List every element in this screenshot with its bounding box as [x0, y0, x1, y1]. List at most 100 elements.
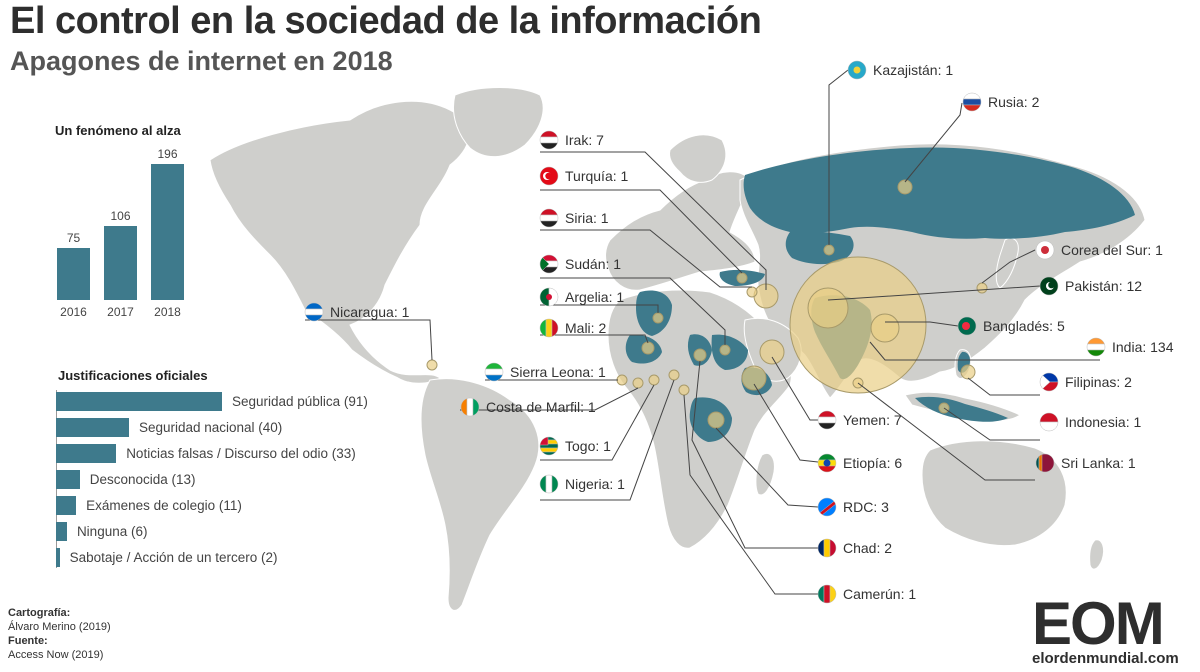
- leader-philippines: [967, 377, 1040, 396]
- justification-bar: [56, 418, 129, 437]
- label-pakistan: Pakistán: 12: [1065, 278, 1142, 294]
- trend-value-2016: 75: [66, 230, 81, 245]
- nicaragua-flag: [304, 302, 324, 322]
- bubble-sierra-leone: [616, 374, 628, 386]
- turkey-crescent-inner: [545, 172, 552, 180]
- label-ivory-coast: Costa de Marfil: 1: [486, 399, 596, 415]
- europe-landmass: [605, 171, 756, 291]
- leader-nigeria: [540, 379, 675, 501]
- justification-row: Desconocida (13): [56, 470, 196, 489]
- trend-bar-2018: [151, 164, 184, 300]
- leader-syria: [540, 229, 752, 288]
- bubble-south-korea: [976, 282, 988, 294]
- label-mali: Mali: 2: [565, 320, 606, 336]
- label-iraq: Irak: 7: [565, 132, 604, 148]
- bubble-india: [789, 256, 927, 394]
- label-chad: Chad: 2: [843, 540, 892, 556]
- leader-chad: [691, 360, 818, 549]
- bubble-russia: [897, 179, 913, 195]
- cartography-label: Cartografía:: [8, 607, 71, 619]
- label-kazakhstan: Kazajistán: 1: [873, 62, 953, 78]
- label-ethiopia: Etiopía: 6: [843, 455, 902, 471]
- russia-flag: [962, 92, 982, 112]
- label-philippines: Filipinas: 2: [1065, 374, 1132, 390]
- bubble-algeria: [652, 312, 664, 324]
- nigeria-flag: [539, 474, 559, 494]
- trend-bar-chart: 75 2016 106 2017 196 2018: [40, 140, 200, 330]
- eom-logo: EOM elordenmundial.com: [1032, 594, 1192, 668]
- label-nicaragua: Nicaragua: 1: [330, 304, 410, 320]
- leader-sudan: [540, 277, 726, 345]
- leader-cameroon: [683, 394, 818, 595]
- label-cameroon: Camerún: 1: [843, 586, 916, 602]
- leader-india: [869, 341, 1100, 361]
- leader-yemen: [771, 356, 818, 421]
- justifications-title: Justificaciones oficiales: [58, 368, 208, 383]
- justification-row: Noticias falsas / Discurso del odio (33): [56, 444, 356, 463]
- syria-flag: [539, 208, 559, 228]
- label-russia: Rusia: 2: [988, 94, 1040, 110]
- justification-label: Seguridad nacional (40): [138, 420, 283, 435]
- leader-sri-lanka: [857, 382, 1035, 481]
- leader-pakistan: [827, 285, 1041, 301]
- source-value: Access Now (2019): [8, 649, 104, 661]
- bubble-syria: [746, 286, 758, 298]
- page-subtitle: Apagones de internet en 2018: [10, 46, 393, 76]
- justification-row: Sabotaje / Acción de un tercero (2): [56, 548, 278, 567]
- justification-bar: [56, 548, 60, 567]
- label-sudan: Sudán: 1: [565, 256, 621, 272]
- algeria-shape: [636, 290, 672, 336]
- leader-kazakhstan: [828, 69, 849, 245]
- leader-iraq: [540, 151, 767, 290]
- page-title: El control en la sociedad de la informac…: [10, 0, 762, 42]
- trend-value-2018: 196: [157, 147, 178, 161]
- label-togo: Togo: 1: [565, 438, 611, 454]
- indonesia-flag: [1039, 412, 1059, 432]
- shutdown-bubbles: [426, 179, 988, 429]
- south-korea-taeguk: [1041, 246, 1049, 254]
- sierra-leone-flag: [484, 362, 504, 382]
- justification-row: Exámenes de colegio (11): [56, 496, 242, 515]
- country-labels: Kazajistán: 1 Rusia: 2 Irak: 7 Turquía: …: [330, 62, 1174, 602]
- bubble-turkey: [736, 272, 748, 284]
- bubble-bangladesh: [870, 313, 900, 343]
- bubble-ethiopia: [741, 365, 767, 391]
- japan-landmass: [995, 237, 1019, 289]
- indonesia-shape: [915, 396, 1008, 422]
- new-zealand-landmass: [1089, 539, 1105, 570]
- bubble-chad: [693, 348, 707, 362]
- bubble-yemen: [759, 339, 785, 365]
- bubble-nicaragua: [426, 359, 438, 371]
- madagascar-landmass: [755, 453, 775, 496]
- label-yemen: Yemen: 7: [843, 412, 902, 428]
- ivory-coast-flag: [460, 397, 480, 417]
- justification-label: Seguridad pública (91): [232, 394, 368, 409]
- label-indonesia: Indonesia: 1: [1065, 414, 1141, 430]
- india-flag: [1086, 337, 1106, 357]
- drc-flag: [817, 497, 837, 517]
- ethiopia-flag: [817, 453, 837, 473]
- kazakhstan-sun: [853, 66, 861, 74]
- trend-year-2018: 2018: [154, 305, 181, 319]
- trend-bar-2017: [104, 226, 137, 300]
- justification-label: Exámenes de colegio (11): [86, 498, 242, 513]
- source-label: Fuente:: [8, 635, 48, 647]
- trend-title: Un fenómeno al alza: [55, 123, 181, 138]
- label-drc: RDC: 3: [843, 499, 889, 515]
- sudan-flag: [539, 254, 559, 274]
- leader-indonesia: [943, 407, 1040, 441]
- justification-row: Seguridad nacional (40): [56, 418, 282, 437]
- australia-landmass: [921, 440, 1067, 547]
- bubble-drc: [707, 411, 725, 429]
- bubble-ivory-coast: [632, 377, 644, 389]
- leader-russia: [904, 102, 963, 183]
- russia-shape: [743, 147, 1135, 239]
- philippines-flag: [1039, 372, 1059, 392]
- leader-bangladesh: [885, 321, 959, 327]
- iraq-flag: [539, 130, 559, 150]
- trend-value-2017: 106: [110, 209, 131, 224]
- flag-icons: [304, 60, 1106, 604]
- leader-ethiopia: [753, 383, 819, 463]
- pakistan-crescent-inner: [1048, 281, 1055, 289]
